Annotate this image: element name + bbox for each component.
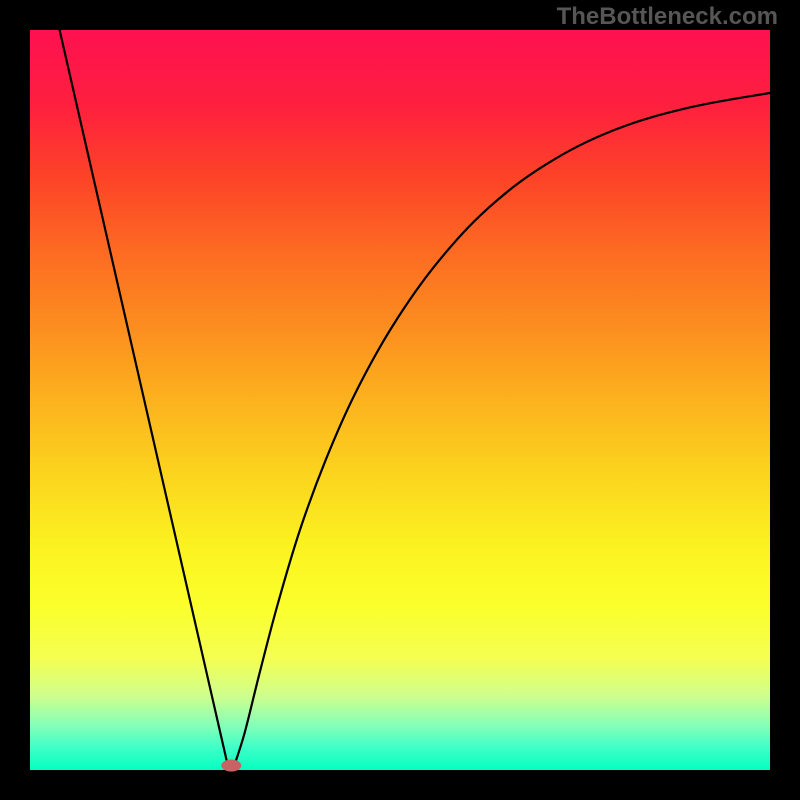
bottleneck-marker xyxy=(221,760,241,772)
plot-background xyxy=(30,30,770,770)
watermark-text: TheBottleneck.com xyxy=(557,3,778,31)
chart-frame: TheBottleneck.com xyxy=(0,0,800,800)
chart-svg xyxy=(0,0,800,800)
